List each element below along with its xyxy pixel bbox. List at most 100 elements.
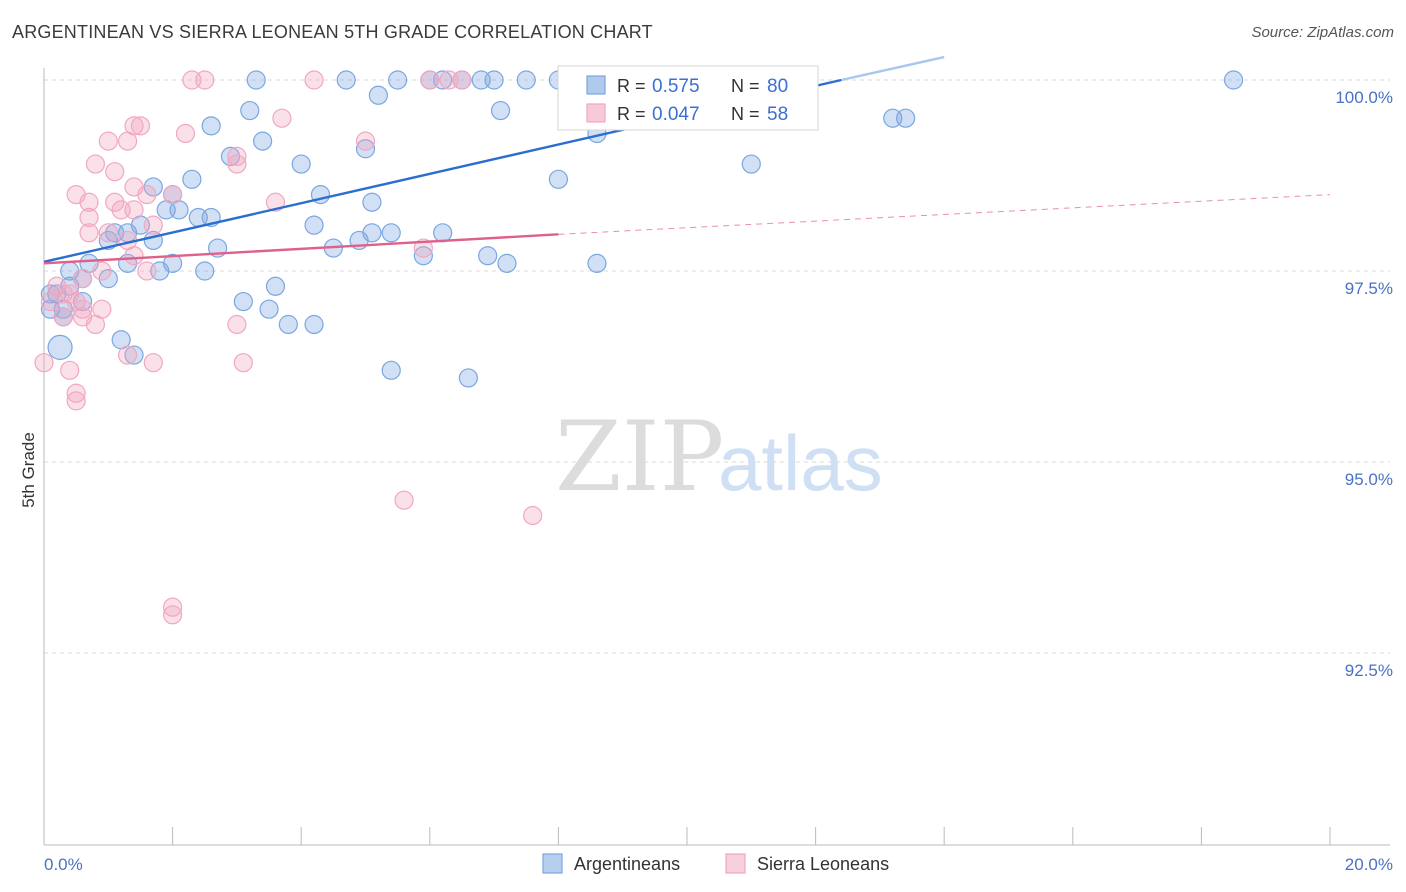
point-sierra-leoneans-11 <box>117 131 138 151</box>
point-sierra-leoneans-23 <box>105 192 125 212</box>
point-sierra-leoneans-18 <box>163 185 183 205</box>
point-sierra-leoneans-2 <box>304 70 324 90</box>
watermark-zip: ZIP <box>555 401 724 513</box>
point-sierra-leoneans-27 <box>143 215 163 235</box>
point-argentineans-41 <box>433 223 453 243</box>
point-sierra-leoneans-12 <box>355 131 376 151</box>
legend-r-label-sierra-leoneans: R = <box>617 104 646 124</box>
point-sierra-leoneans-52 <box>66 383 86 403</box>
point-sierra-leoneans-32 <box>124 246 144 266</box>
point-argentineans-27 <box>182 169 202 189</box>
y-tick-label-0: 100.0% <box>1335 88 1393 107</box>
point-sierra-leoneans-15 <box>85 154 106 174</box>
point-sierra-leoneans-49 <box>233 353 253 373</box>
point-argentineans-7 <box>484 70 504 90</box>
point-argentineans-29 <box>143 177 163 197</box>
point-argentineans-74 <box>47 334 73 360</box>
point-sierra-leoneans-1 <box>195 70 215 90</box>
point-sierra-leoneans-35 <box>72 269 93 289</box>
point-argentineans-17 <box>490 100 511 121</box>
point-argentineans-32 <box>362 192 382 212</box>
point-argentineans-60 <box>98 269 118 289</box>
point-argentineans-8 <box>516 70 536 90</box>
point-sierra-leoneans-50 <box>34 353 54 373</box>
point-sierra-leoneans-6 <box>272 108 292 128</box>
point-sierra-leoneans-3 <box>420 70 440 90</box>
bottom-legend-label-argentineans: Argentineans <box>574 854 680 874</box>
x-tick-label-right: 20.0% <box>1345 855 1393 874</box>
point-sierra-leoneans-56 <box>163 597 183 617</box>
chart-source: Source: ZipAtlas.com <box>1251 24 1394 41</box>
point-argentineans-62 <box>265 276 286 296</box>
legend-r-value-sierra-leoneans: 0.047 <box>652 104 700 125</box>
bottom-legend-swatch-argentineans <box>542 853 563 874</box>
tick-labels: 100.0% 97.5% 95.0% 92.5% 0.0% 20.0% <box>44 88 1393 874</box>
point-sierra-leoneans-14 <box>227 154 247 174</box>
point-sierra-leoneans-40 <box>40 291 61 312</box>
y-axis-label: 5th Grade <box>19 432 38 508</box>
point-sierra-leoneans-47 <box>117 345 138 365</box>
legend-swatch-argentineans <box>586 75 606 95</box>
point-sierra-leoneans-25 <box>111 200 131 220</box>
point-argentineans-22 <box>253 131 273 151</box>
point-argentineans-16 <box>240 100 260 121</box>
point-argentineans-51 <box>497 253 517 273</box>
point-sierra-leoneans-21 <box>265 192 286 212</box>
point-argentineans-37 <box>304 215 324 235</box>
point-sierra-leoneans-26 <box>79 207 99 228</box>
legend-n-value-sierra-leoneans: 58 <box>767 104 788 125</box>
point-sierra-leoneans-10 <box>98 131 118 151</box>
point-sierra-leoneans-45 <box>227 314 247 335</box>
point-argentineans-49 <box>413 246 433 266</box>
point-argentineans-76 <box>381 360 401 380</box>
legend-r-label-argentineans: R = <box>617 76 646 96</box>
point-argentineans-71 <box>278 314 298 335</box>
point-argentineans-0 <box>246 70 266 90</box>
point-sierra-leoneans-51 <box>60 360 80 380</box>
data-points <box>34 70 1244 625</box>
point-sierra-leoneans-55 <box>523 505 543 526</box>
point-argentineans-26 <box>741 154 761 174</box>
point-sierra-leoneans-57 <box>163 605 183 625</box>
point-argentineans-25 <box>291 154 311 174</box>
point-sierra-leoneans-34 <box>92 261 112 281</box>
trend-extension-argentineans <box>841 55 945 82</box>
legend-r-value-argentineans: 0.575 <box>652 76 700 97</box>
y-tick-label-1: 97.5% <box>1345 279 1393 298</box>
bottom-legend-label-sierra-leoneans: Sierra Leoneans <box>757 854 889 874</box>
point-sierra-leoneans-41 <box>72 299 93 319</box>
point-sierra-leoneans-48 <box>143 353 163 373</box>
point-argentineans-24 <box>220 146 241 166</box>
point-argentineans-58 <box>195 261 215 281</box>
point-sierra-leoneans-22 <box>79 192 99 212</box>
bottom-legend: Argentineans Sierra Leoneans <box>542 853 889 874</box>
point-sierra-leoneans-38 <box>60 284 80 304</box>
legend-n-value-argentineans: 80 <box>767 76 788 97</box>
point-sierra-leoneans-53 <box>66 391 86 411</box>
point-argentineans-19 <box>896 108 916 128</box>
watermark-atlas: atlas <box>718 419 883 507</box>
point-sierra-leoneans-16 <box>105 162 125 182</box>
point-argentineans-1 <box>336 70 356 90</box>
bottom-legend-swatch-sierra-leoneans <box>725 853 746 874</box>
point-sierra-leoneans-5 <box>452 70 472 90</box>
point-sierra-leoneans-33 <box>137 261 157 281</box>
point-argentineans-65 <box>233 291 253 312</box>
legend-swatch-sierra-leoneans <box>586 103 606 123</box>
trend-extension-sierra-leoneans <box>558 194 1331 235</box>
point-argentineans-14 <box>1223 70 1244 90</box>
point-argentineans-40 <box>381 223 401 243</box>
point-argentineans-75 <box>124 345 144 365</box>
point-sierra-leoneans-28 <box>79 223 99 243</box>
watermark: ZIP atlas <box>555 401 883 513</box>
legend-n-label-sierra-leoneans: N = <box>731 104 760 124</box>
point-sierra-leoneans-9 <box>175 123 196 144</box>
point-argentineans-20 <box>201 116 221 136</box>
point-sierra-leoneans-43 <box>53 307 73 327</box>
point-sierra-leoneans-31 <box>413 238 433 258</box>
point-sierra-leoneans-13 <box>227 146 247 166</box>
point-argentineans-68 <box>259 299 279 319</box>
point-sierra-leoneans-20 <box>137 185 157 205</box>
x-tick-label-left: 0.0% <box>44 855 83 874</box>
